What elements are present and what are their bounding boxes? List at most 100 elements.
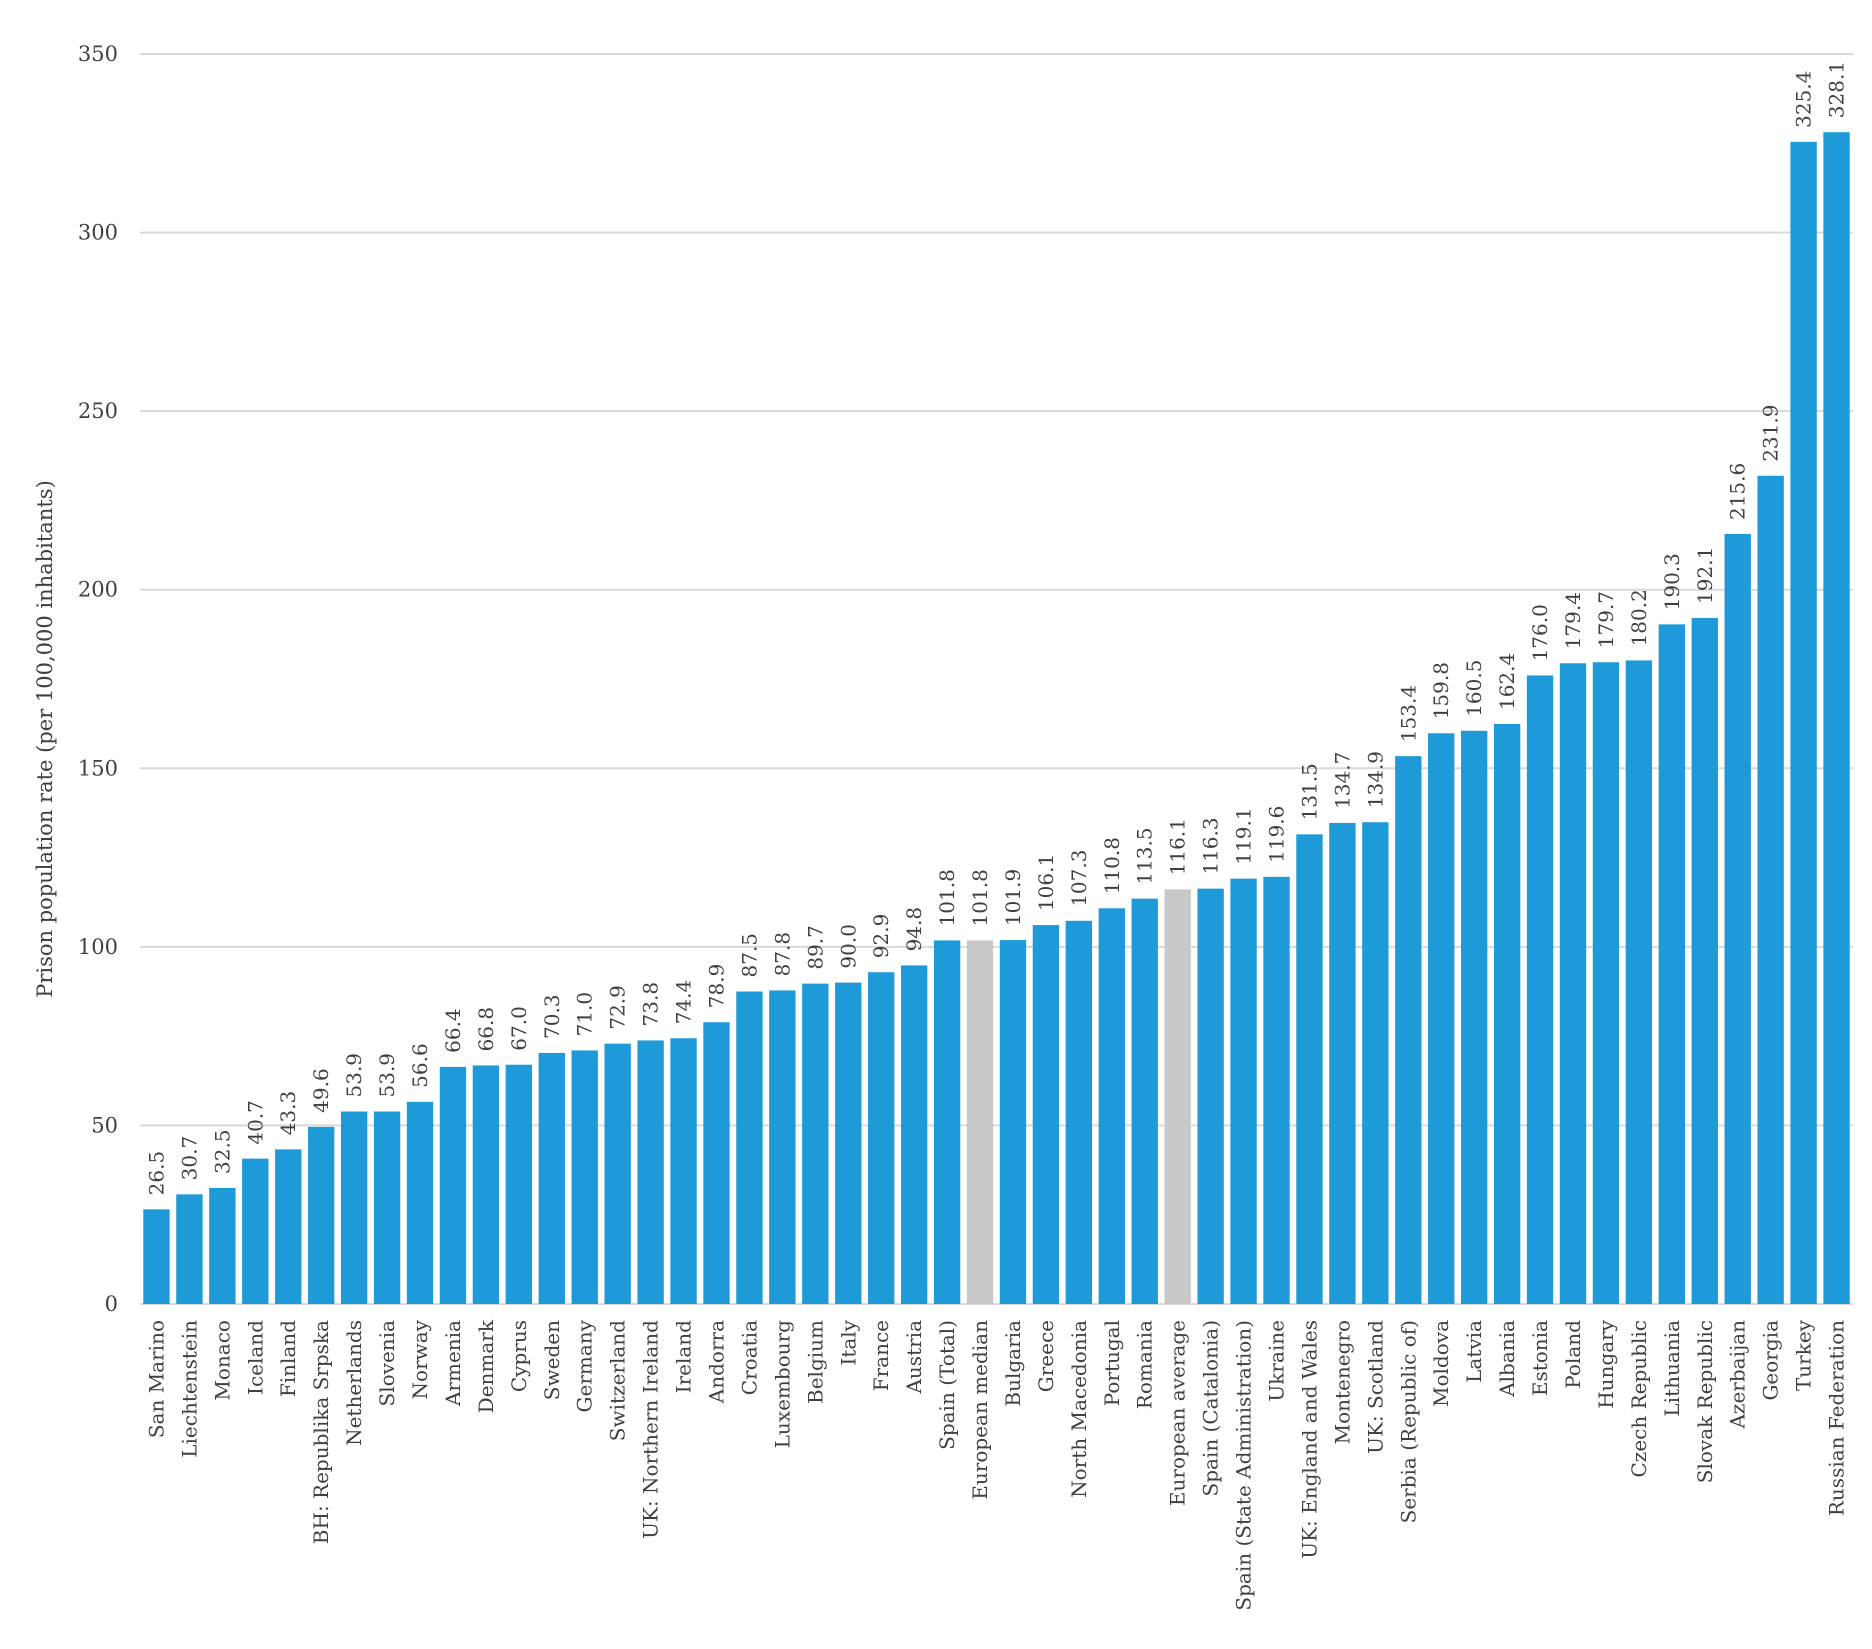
bar	[275, 1149, 302, 1304]
data-label: 72.9	[606, 985, 630, 1030]
bar	[1197, 888, 1224, 1304]
x-tick-label: BH: Republika Srpska	[309, 1320, 333, 1544]
data-label: 110.8	[1100, 837, 1124, 894]
bar	[1362, 822, 1389, 1304]
data-label: 66.8	[474, 1007, 498, 1052]
data-label: 43.3	[276, 1091, 300, 1136]
x-tick-label: Albania	[1495, 1320, 1519, 1398]
data-label: 74.4	[672, 980, 696, 1025]
bar	[538, 1052, 565, 1304]
x-tick-label: Liechtenstein	[177, 1320, 201, 1458]
bar	[1230, 878, 1257, 1304]
x-tick-label: San Marino	[144, 1320, 168, 1438]
data-label: 180.2	[1627, 589, 1651, 646]
x-tick-label: Netherlands	[342, 1320, 366, 1446]
data-label: 153.4	[1396, 685, 1420, 742]
bar	[1164, 889, 1191, 1304]
data-label: 92.9	[869, 914, 893, 959]
x-tick-label: Georgia	[1759, 1320, 1783, 1401]
bar	[1493, 724, 1521, 1304]
data-label: 78.9	[704, 964, 728, 1009]
data-label: 70.3	[540, 994, 564, 1039]
x-tick-label: Armenia	[441, 1320, 465, 1407]
data-label: 101.9	[1001, 869, 1025, 926]
data-label: 179.4	[1561, 592, 1585, 649]
x-tick-label: Greece	[1034, 1320, 1058, 1392]
x-tick-label: Estonia	[1528, 1320, 1552, 1396]
data-label: 56.6	[408, 1043, 432, 1088]
data-label: 71.0	[573, 992, 597, 1037]
data-label: 231.9	[1759, 405, 1783, 462]
bar	[340, 1111, 368, 1304]
data-label: 190.3	[1660, 553, 1684, 610]
bar	[670, 1038, 697, 1304]
x-tick-label: Monaco	[210, 1320, 234, 1401]
bar	[1329, 822, 1356, 1304]
x-tick-label: UK: Scotland	[1363, 1320, 1387, 1454]
bar	[176, 1194, 203, 1304]
x-tick-label: European median	[968, 1320, 992, 1500]
data-label: 159.8	[1429, 662, 1453, 719]
bar	[505, 1064, 533, 1304]
data-label: 30.7	[177, 1136, 201, 1181]
x-tick-label: Cyprus	[507, 1320, 531, 1392]
x-tick-label: Bulgaria	[1001, 1320, 1025, 1407]
x-tick-label: Romania	[1133, 1320, 1157, 1409]
x-tick-label: Spain (State Administration)	[1232, 1320, 1256, 1611]
bar	[373, 1111, 401, 1304]
x-tick-label: Russian Federation	[1825, 1320, 1849, 1516]
data-label: 325.4	[1792, 71, 1816, 128]
x-tick-label: Moldova	[1429, 1320, 1453, 1407]
x-tick-label: Czech Republic	[1627, 1320, 1651, 1478]
bar	[1395, 756, 1422, 1304]
x-tick-label: Slovak Republic	[1693, 1320, 1717, 1483]
data-label: 73.8	[639, 982, 663, 1027]
bar	[1724, 534, 1751, 1304]
y-tick-label: 100	[78, 935, 118, 959]
data-label: 131.5	[1297, 763, 1321, 820]
x-tick-label: Austria	[902, 1320, 926, 1395]
y-tick-label: 300	[78, 221, 118, 245]
bar	[1131, 898, 1158, 1304]
bar	[1592, 662, 1620, 1304]
y-axis-ticks: 0 50 100 150 200 250 300 350	[78, 42, 118, 1316]
bar	[769, 990, 796, 1304]
x-tick-label: Azerbaijan	[1726, 1320, 1750, 1430]
data-labels: 26.5 30.7 32.5 40.7 43.3 49.6 53.9 53.9 56.6 66.4…	[144, 61, 1848, 1195]
data-label: 119.1	[1232, 807, 1256, 864]
data-label: 32.5	[210, 1129, 234, 1174]
bar	[143, 1209, 170, 1304]
y-tick-label: 250	[78, 399, 118, 423]
bar	[242, 1158, 269, 1304]
data-label: 162.4	[1495, 653, 1519, 710]
data-label: 328.1	[1825, 61, 1849, 118]
data-label: 134.7	[1330, 752, 1354, 809]
data-label: 106.1	[1034, 854, 1058, 911]
x-tick-label: Finland	[276, 1320, 300, 1397]
x-tick-label: Iceland	[243, 1320, 267, 1395]
data-label: 192.1	[1693, 547, 1717, 604]
bar	[1658, 624, 1685, 1304]
y-tick-label: 0	[105, 1292, 118, 1316]
x-tick-label: Ireland	[672, 1320, 696, 1393]
x-tick-label: Spain (Catalonia)	[1199, 1320, 1223, 1497]
bar	[1790, 141, 1817, 1304]
bar	[835, 982, 862, 1304]
x-tick-label: Denmark	[474, 1319, 498, 1413]
x-tick-label: UK: England and Wales	[1297, 1320, 1321, 1559]
x-tick-label: Sweden	[540, 1320, 564, 1400]
bar	[1098, 908, 1125, 1304]
x-tick-label: Italy	[836, 1319, 860, 1365]
bar	[1625, 660, 1653, 1304]
x-tick-label: Turkey	[1792, 1319, 1816, 1391]
bar	[1065, 920, 1093, 1304]
data-label: 89.7	[803, 925, 827, 970]
data-label: 176.0	[1528, 604, 1552, 661]
bar	[868, 972, 895, 1304]
data-label: 107.3	[1067, 850, 1091, 907]
data-label: 116.3	[1199, 817, 1223, 874]
x-tick-label: Croatia	[737, 1320, 761, 1395]
data-label: 66.4	[441, 1008, 465, 1053]
x-tick-label: Poland	[1561, 1320, 1585, 1389]
